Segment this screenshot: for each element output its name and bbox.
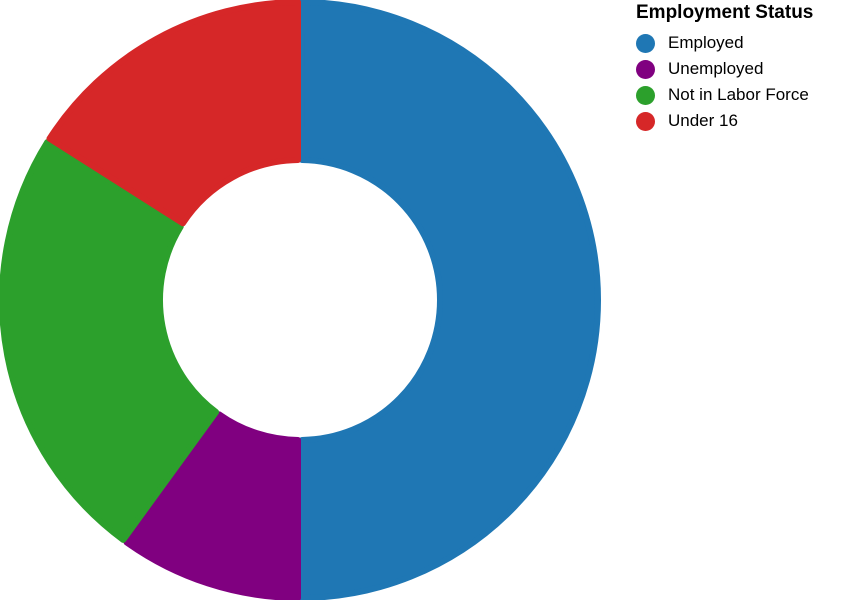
legend-item-unemployed: Unemployed	[636, 56, 813, 82]
legend-swatch-not-in-labor-force	[636, 85, 655, 105]
legend-swatch-unemployed	[636, 59, 655, 79]
legend-swatch-under-16	[636, 111, 655, 131]
legend-item-not-in-labor-force: Not in Labor Force	[636, 82, 813, 108]
legend-label-unemployed: Unemployed	[668, 59, 764, 78]
slice-not-in-labor-force	[0, 139, 220, 543]
slice-employed	[299, 0, 601, 600]
legend-swatch-employed	[636, 33, 655, 53]
legend: Employment Status Employed Unemployed No…	[636, 2, 813, 134]
legend-item-employed: Employed	[636, 30, 813, 56]
slice-under-16	[46, 0, 301, 227]
legend-label-not-in-labor-force: Not in Labor Force	[668, 85, 809, 104]
legend-title: Employment Status	[636, 2, 814, 23]
legend-label-under-16: Under 16	[668, 111, 738, 130]
legend-item-under-16: Under 16	[636, 108, 813, 134]
legend-label-employed: Employed	[668, 33, 744, 52]
slice-unemployed	[123, 411, 301, 600]
